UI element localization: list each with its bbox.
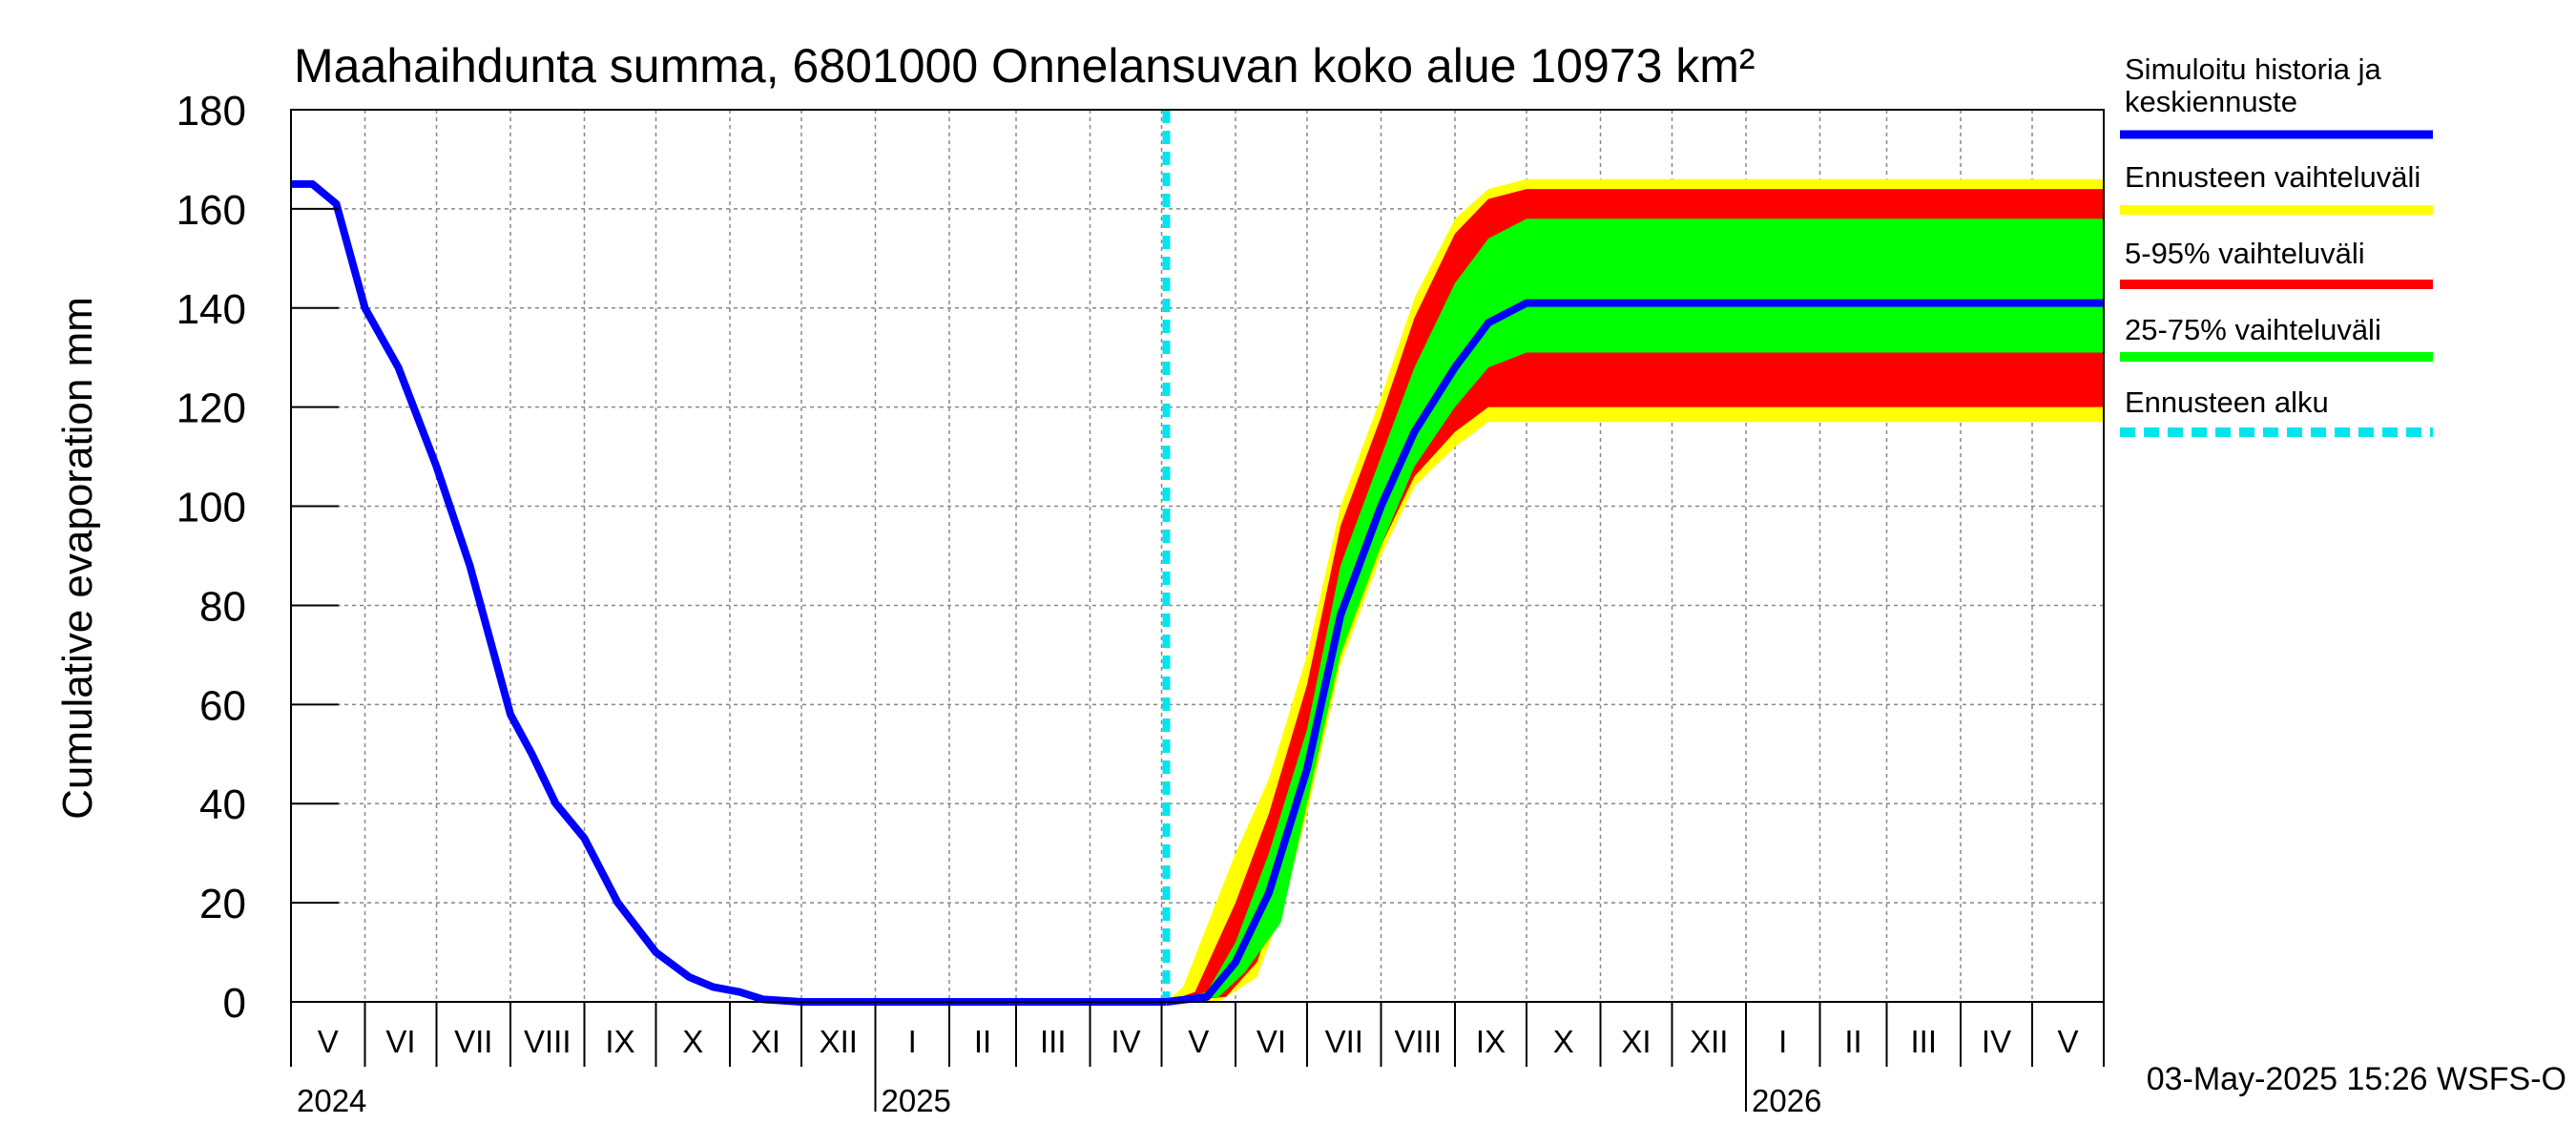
y-tick-label: 20 xyxy=(199,881,246,927)
month-tick-label: II xyxy=(974,1024,991,1059)
month-tick-label: IV xyxy=(1982,1024,2011,1059)
month-tick-label: V xyxy=(1188,1024,1209,1059)
legend-label: Simuloitu historia ja xyxy=(2125,52,2382,86)
month-tick-label: VIII xyxy=(1394,1024,1442,1059)
month-tick-label: III xyxy=(1040,1024,1067,1059)
month-tick-label: IX xyxy=(605,1024,634,1059)
chart-title: Maahaihdunta summa, 6801000 Onnelansuvan… xyxy=(294,39,1755,93)
year-label: 2024 xyxy=(297,1083,366,1118)
month-tick-label: VII xyxy=(1325,1024,1363,1059)
month-tick-label: VII xyxy=(454,1024,492,1059)
month-tick-label: XII xyxy=(820,1024,858,1059)
y-tick-label: 40 xyxy=(199,781,246,828)
legend-label: Ennusteen alku xyxy=(2125,385,2329,419)
month-tick-label: V xyxy=(318,1024,339,1059)
month-tick-label: VI xyxy=(1257,1024,1286,1059)
year-label: 2026 xyxy=(1752,1083,1821,1118)
y-tick-label: 100 xyxy=(177,485,246,531)
legend-label: 5-95% vaihteluväli xyxy=(2125,237,2365,270)
y-tick-label: 140 xyxy=(177,286,246,333)
month-tick-label: VIII xyxy=(524,1024,571,1059)
month-tick-label: X xyxy=(1553,1024,1574,1059)
legend-label: keskiennuste xyxy=(2125,85,2297,118)
series-lines xyxy=(291,110,2104,1006)
month-tick-label: I xyxy=(1778,1024,1787,1059)
legend-label: 25-75% vaihteluväli xyxy=(2125,313,2381,346)
band-25-75 xyxy=(1166,219,2104,1002)
y-tick-label: 0 xyxy=(223,980,246,1027)
y-tick-label: 160 xyxy=(177,187,246,234)
year-label: 2025 xyxy=(882,1083,951,1118)
month-tick-label: IV xyxy=(1111,1024,1140,1059)
month-tick-label: XI xyxy=(1621,1024,1651,1059)
y-tick-label: 60 xyxy=(199,682,246,729)
median-forecast-line xyxy=(1166,299,2104,1006)
month-tick-label: XI xyxy=(751,1024,780,1059)
timestamp: 03-May-2025 15:26 WSFS-O xyxy=(2147,1061,2566,1097)
month-tick-label: V xyxy=(2057,1024,2078,1059)
month-tick-label: III xyxy=(1910,1024,1937,1059)
y-axis-label: Cumulative evaporation mm xyxy=(54,297,101,820)
plot-frame xyxy=(290,109,2105,1003)
history-line xyxy=(291,179,1167,1006)
month-tick-label: X xyxy=(682,1024,703,1059)
legend-label: Ennusteen vaihteluväli xyxy=(2125,160,2420,194)
month-tick-label: VI xyxy=(385,1024,415,1059)
y-tick-label: 180 xyxy=(177,88,246,135)
band-5-95 xyxy=(1166,189,2104,1003)
month-tick-label: I xyxy=(908,1024,917,1059)
y-tick-label: 120 xyxy=(177,385,246,432)
month-tick-label: II xyxy=(1844,1024,1861,1059)
month-tick-label: IX xyxy=(1476,1024,1506,1059)
forecast-bands xyxy=(1166,178,2104,1003)
y-tick-label: 80 xyxy=(199,583,246,630)
month-tick-label: XII xyxy=(1690,1024,1728,1059)
